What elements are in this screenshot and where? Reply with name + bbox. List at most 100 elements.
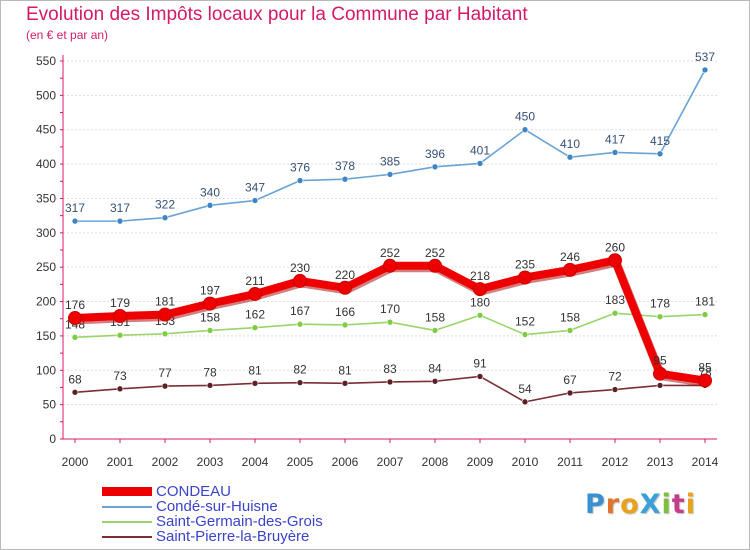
data-point: [206, 202, 214, 209]
data-point: [71, 217, 79, 225]
data-label: 166: [335, 305, 355, 319]
y-tick-label: 150: [36, 329, 56, 343]
data-label: 378: [335, 159, 355, 173]
data-point: [71, 388, 79, 396]
data-label: 347: [245, 181, 265, 195]
legend-item-conde-sur-huisne[interactable]: Condé-sur-Huisne: [102, 499, 323, 514]
logo-letter: r: [605, 489, 621, 520]
data-label: 180: [470, 295, 490, 309]
data-point: [341, 380, 349, 387]
data-point: [473, 282, 487, 297]
data-label: 85: [698, 361, 712, 375]
legend-swatch: [102, 487, 152, 496]
data-point: [293, 273, 307, 288]
data-label: 376: [290, 161, 310, 175]
logo-letter: P: [585, 489, 606, 520]
x-tick-label: 2003: [197, 455, 224, 469]
data-label: 178: [650, 297, 670, 311]
data-label: 167: [290, 304, 310, 318]
data-label: 73: [113, 369, 127, 383]
legend-swatch: [102, 535, 152, 538]
x-tick-label: 2011: [557, 455, 583, 469]
data-label: 385: [380, 154, 400, 168]
data-label: 183: [605, 293, 625, 307]
y-tick-label: 500: [36, 88, 56, 102]
data-label: 211: [245, 274, 264, 288]
x-tick-label: 2007: [377, 455, 404, 469]
data-label: 450: [515, 110, 535, 124]
data-point: [116, 217, 124, 225]
data-point: [68, 311, 82, 326]
x-tick-label: 2000: [62, 455, 89, 469]
data-label: 252: [380, 246, 400, 260]
logo-letter: i: [685, 489, 696, 520]
data-label: 220: [335, 268, 355, 282]
x-tick-label: 2014: [692, 455, 719, 469]
data-point: [161, 214, 169, 221]
data-point: [296, 379, 304, 386]
data-point: [428, 258, 442, 273]
data-label: 181: [155, 295, 175, 309]
data-point: [566, 153, 574, 161]
data-label: 179: [110, 296, 130, 310]
proxiti-logo[interactable]: ProXiti: [585, 489, 696, 520]
data-point: [386, 318, 394, 326]
data-point: [203, 296, 217, 311]
data-label: 322: [155, 198, 175, 212]
data-label: 68: [68, 372, 82, 386]
data-point: [341, 175, 349, 183]
data-point: [566, 327, 574, 334]
data-point: [476, 160, 484, 167]
logo-letter: o: [620, 489, 640, 520]
data-label: 158: [560, 310, 580, 324]
y-tick-label: 50: [43, 398, 57, 412]
data-point: [656, 382, 664, 389]
data-label: 54: [518, 382, 532, 396]
y-tick-label: 450: [36, 123, 56, 137]
data-label: 396: [425, 147, 445, 161]
legend-label: Saint-Pierre-la-Bruyère: [156, 528, 310, 545]
data-point: [113, 308, 127, 323]
y-tick-label: 250: [36, 260, 56, 274]
data-point: [341, 321, 349, 329]
data-label: 158: [200, 310, 220, 324]
x-tick-label: 2013: [647, 455, 674, 469]
legend-label: Condé-sur-Huisne: [156, 498, 278, 515]
legend-item-condeau[interactable]: CONDEAU: [102, 484, 323, 499]
logo-letter: X: [639, 489, 662, 520]
x-tick-label: 2001: [107, 455, 134, 469]
data-label: 77: [158, 366, 172, 380]
data-point: [116, 385, 124, 393]
data-point: [338, 280, 352, 295]
data-point: [698, 373, 712, 388]
data-label: 72: [608, 370, 622, 384]
data-point: [563, 262, 577, 277]
data-label: 537: [695, 50, 715, 64]
data-label: 317: [110, 201, 130, 215]
data-label: 81: [338, 363, 352, 377]
data-point: [653, 366, 667, 381]
data-label: 417: [605, 132, 625, 146]
data-label: 78: [203, 365, 217, 379]
chart-legend: CONDEAU Condé-sur-Huisne Saint-Germain-d…: [102, 484, 323, 544]
legend-item-saint-germain-des-grois[interactable]: Saint-Germain-des-Grois: [102, 514, 323, 529]
data-point: [476, 311, 484, 319]
data-point: [701, 311, 709, 318]
legend-item-saint-pierre-la-bruyere[interactable]: Saint-Pierre-la-Bruyère: [102, 529, 323, 544]
data-point: [248, 286, 262, 301]
y-tick-label: 0: [49, 432, 56, 446]
data-label: 197: [200, 284, 220, 298]
data-point: [656, 150, 664, 158]
data-label: 95: [653, 354, 667, 368]
data-point: [116, 331, 124, 339]
logo-letter: t: [671, 489, 686, 520]
data-point: [161, 382, 169, 390]
data-label: 246: [560, 250, 580, 264]
chart-subtitle: (en € et par an): [26, 28, 109, 42]
x-tick-label: 2002: [152, 455, 179, 469]
data-label: 401: [470, 143, 490, 157]
data-label: 67: [563, 373, 577, 387]
data-point: [431, 163, 439, 171]
data-label: 176: [65, 298, 85, 312]
